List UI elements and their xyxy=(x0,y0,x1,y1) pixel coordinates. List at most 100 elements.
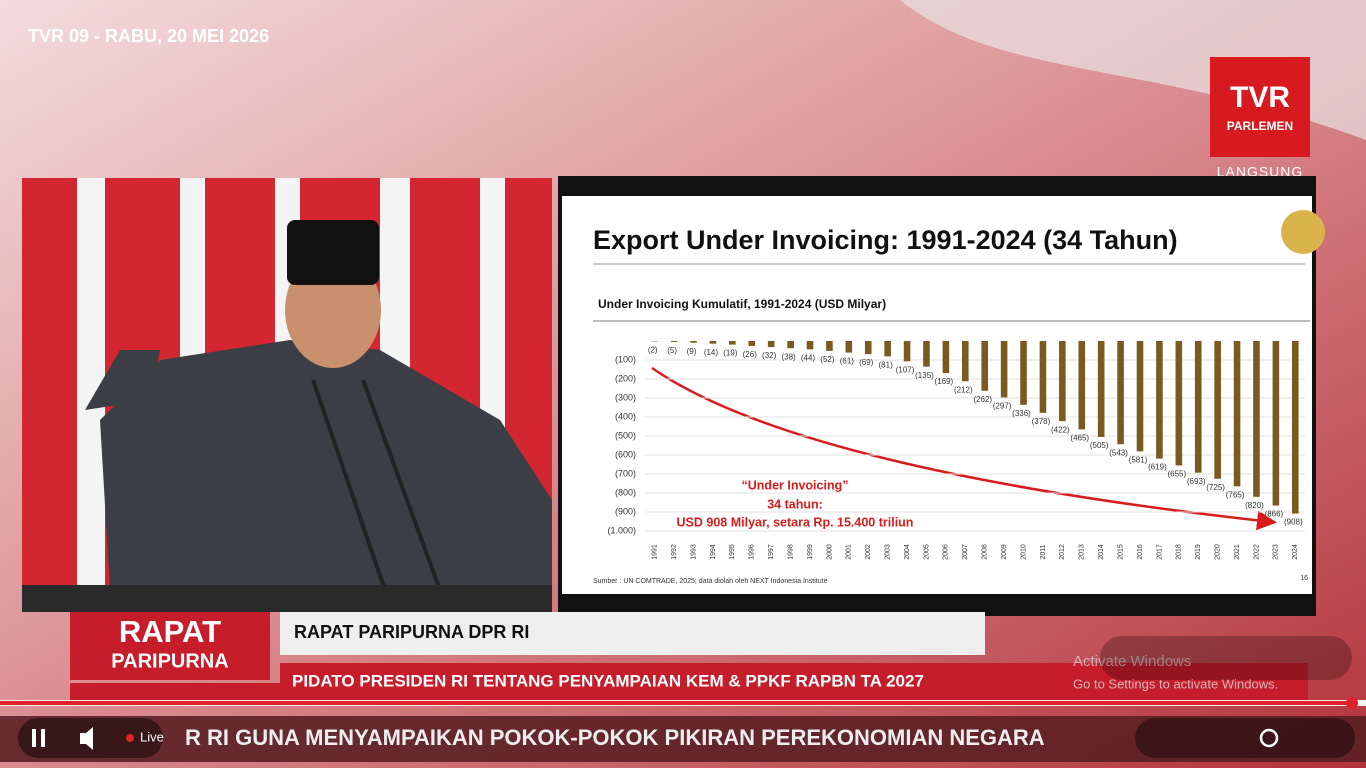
headline: RAPAT PARIPURNA DPR RI xyxy=(294,622,529,642)
value-label: (52) xyxy=(820,355,835,364)
bar xyxy=(787,341,794,348)
source: Sumber : UN COMTRADE, 2025; data diolah … xyxy=(593,578,828,585)
y-tick-label: (1.000) xyxy=(607,525,636,535)
badge-line: PARIPURNA xyxy=(111,650,228,672)
bar xyxy=(943,341,950,373)
y-tick-label: (300) xyxy=(615,392,636,402)
value-label: (14) xyxy=(704,348,719,357)
x-tick-label: 2008 xyxy=(982,544,989,560)
bar xyxy=(1156,341,1163,459)
accent-bar xyxy=(70,683,280,700)
value-label: (81) xyxy=(879,360,894,369)
value-label: (5) xyxy=(667,346,677,355)
bar xyxy=(1001,341,1008,397)
player-settings xyxy=(1135,718,1355,758)
progress[interactable] xyxy=(0,701,1352,705)
x-tick-label: 2002 xyxy=(865,544,872,560)
x-tick-label: 2020 xyxy=(1214,544,1221,560)
x-tick-label: 2016 xyxy=(1137,544,1144,560)
logo-sub: PARLEMEN xyxy=(1227,119,1293,133)
live-label[interactable]: Live xyxy=(140,729,164,744)
value-label: (866) xyxy=(1265,510,1284,519)
x-tick-label: 2001 xyxy=(846,544,853,560)
page-number: 16 xyxy=(1300,575,1308,582)
value-label: (212) xyxy=(954,385,973,394)
bar xyxy=(904,341,911,361)
x-tick-label: 2000 xyxy=(826,544,833,560)
value-label: (422) xyxy=(1051,425,1070,434)
value-label: (619) xyxy=(1148,463,1167,472)
value-label: (44) xyxy=(801,353,816,362)
x-tick-label: 1993 xyxy=(690,544,697,560)
value-label: (655) xyxy=(1167,470,1186,479)
x-tick-label: 2022 xyxy=(1253,544,1260,560)
action-bar xyxy=(1100,636,1352,680)
pause-button xyxy=(41,729,45,747)
value-label: (32) xyxy=(762,351,777,360)
subline: PIDATO PRESIDEN RI TENTANG PENYAMPAIAN K… xyxy=(292,671,924,690)
x-tick-label: 2004 xyxy=(904,544,911,560)
bar xyxy=(1078,341,1085,429)
x-tick-label: 1994 xyxy=(710,544,717,560)
x-tick-label: 2007 xyxy=(962,544,969,560)
x-tick-label: 1995 xyxy=(729,544,736,560)
bar xyxy=(1214,341,1221,479)
bar xyxy=(1273,341,1280,506)
progress-handle[interactable] xyxy=(1346,697,1358,709)
x-tick-label: 2015 xyxy=(1117,544,1124,560)
bar xyxy=(690,341,697,343)
y-tick-label: (100) xyxy=(615,354,636,364)
bar xyxy=(846,341,853,353)
y-tick-label: (500) xyxy=(615,430,636,440)
bar xyxy=(1117,341,1124,444)
bar xyxy=(1098,341,1105,437)
value-label: (693) xyxy=(1187,477,1206,486)
y-tick-label: (400) xyxy=(615,411,636,421)
x-tick-label: 1999 xyxy=(807,544,814,560)
bar xyxy=(1234,341,1241,486)
annotation: USD 908 Milyar, setara Rp. 15.400 triliu… xyxy=(677,515,914,529)
y-tick-label: (200) xyxy=(615,373,636,383)
bar xyxy=(865,341,872,354)
bar xyxy=(729,341,736,345)
bar xyxy=(768,341,775,347)
x-tick-label: 2010 xyxy=(1020,544,1027,560)
value-label: (9) xyxy=(687,347,697,356)
live-dot xyxy=(126,734,134,742)
annotation: “Under Invoicing” xyxy=(742,478,849,492)
bar xyxy=(1059,341,1066,421)
value-label: (505) xyxy=(1090,441,1109,450)
chart-title: Under Invoicing Kumulatif, 1991-2024 (US… xyxy=(598,297,886,311)
value-label: (69) xyxy=(859,358,874,367)
slide-title: Export Under Invoicing: 1991-2024 (34 Ta… xyxy=(593,225,1178,255)
x-tick-label: 1996 xyxy=(749,544,756,560)
value-label: (38) xyxy=(781,352,796,361)
pause-button[interactable] xyxy=(32,729,36,747)
x-tick-label: 1992 xyxy=(671,544,678,560)
emblem xyxy=(1281,210,1325,254)
value-label: (135) xyxy=(915,371,934,380)
value-label: (107) xyxy=(896,365,915,374)
bar xyxy=(710,341,717,344)
bar xyxy=(981,341,988,391)
badge-line: RAPAT xyxy=(119,614,221,649)
x-tick-label: 2011 xyxy=(1040,544,1047,559)
logo-main: TVR xyxy=(1230,81,1290,114)
value-label: (61) xyxy=(840,357,855,366)
value-label: (262) xyxy=(973,395,992,404)
y-tick-label: (800) xyxy=(615,487,636,497)
ticker: R RI GUNA MENYAMPAIKAN POKOK-POKOK PIKIR… xyxy=(185,725,1045,750)
value-label: (725) xyxy=(1206,483,1225,492)
value-label: (581) xyxy=(1129,455,1148,464)
x-tick-label: 1998 xyxy=(787,544,794,560)
x-tick-label: 2005 xyxy=(923,544,930,560)
value-label: (908) xyxy=(1284,518,1303,527)
x-tick-label: 1997 xyxy=(768,544,775,560)
value-label: (543) xyxy=(1109,448,1128,457)
speaker-video xyxy=(22,178,552,612)
value-label: (169) xyxy=(935,377,954,386)
y-tick-label: (600) xyxy=(615,449,636,459)
bar xyxy=(671,341,678,342)
x-tick-label: 2003 xyxy=(884,544,891,560)
